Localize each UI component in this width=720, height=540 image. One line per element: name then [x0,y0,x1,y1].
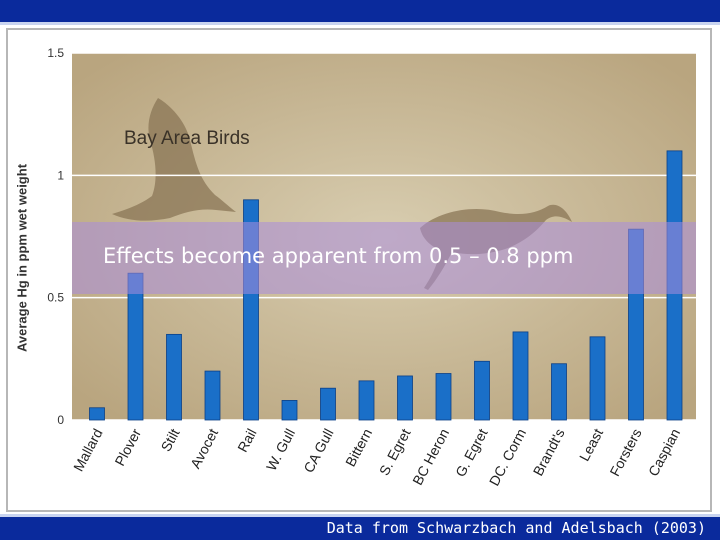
bar-w-gull [281,400,298,421]
y-tick-label: 1 [57,168,64,182]
source-citation: Data from Schwarzbach and Adelsbach (200… [326,519,706,537]
bottom-footer-bar [0,517,720,540]
y-tick-label: 0.5 [47,291,64,305]
x-tick-label: CA Gull [300,426,336,475]
x-tick-label: Rail [234,426,259,455]
x-tick-label: S. Egret [376,426,414,478]
x-tick-label: BC Heron [409,426,452,488]
bar-s-egret [397,375,413,421]
threshold-banner-text: Effects become apparent from 0.5 – 0.8 p… [103,244,574,268]
threshold-banner [72,222,696,294]
bar-ca-gull [320,387,336,421]
bar-bittern [358,380,375,421]
x-tick-label: DC. Corm [486,426,529,488]
y-tick-label: 1.5 [47,46,64,60]
bar-dc-corm [512,331,529,421]
bar-stilt [166,333,182,421]
x-tick-label: Stilt [158,426,183,454]
bottom-footer-divider [0,514,720,517]
bar-g-egret [474,360,490,421]
bar-bc-heron [435,373,452,421]
x-tick-label: Forsters [606,426,644,479]
x-tick-label: Brandt's [530,426,568,478]
y-axis-label: Average Hg in ppm wet weight [14,163,30,353]
bar-brandt-s [551,363,567,421]
flying-bird-silhouette [112,98,236,221]
y-tick-labels: 0 0.5 1 1.5 [47,46,64,427]
bar-avocet [204,370,221,421]
top-header-bar [0,0,720,22]
x-tick-label: Avocet [187,426,221,471]
bar-plover [127,272,144,421]
x-tick-label: Plover [111,426,144,469]
x-tick-labels: Mallard Plover Stilt Avocet Rail W. Gull CA Gu… [70,426,683,489]
x-tick-label: W. Gull [263,426,298,473]
x-tick-label: Mallard [70,426,106,474]
x-tick-label: Least [576,426,606,464]
x-tick-label: Bittern [342,426,375,469]
chart-inset-title: Bay Area Birds [124,128,250,149]
x-tick-label: G. Egret [452,426,491,480]
y-tick-label: 0 [57,413,64,427]
top-header-divider [0,22,720,25]
bar-mallard [89,407,105,421]
x-tick-label: Caspian [645,426,683,479]
bar-least [589,336,606,421]
